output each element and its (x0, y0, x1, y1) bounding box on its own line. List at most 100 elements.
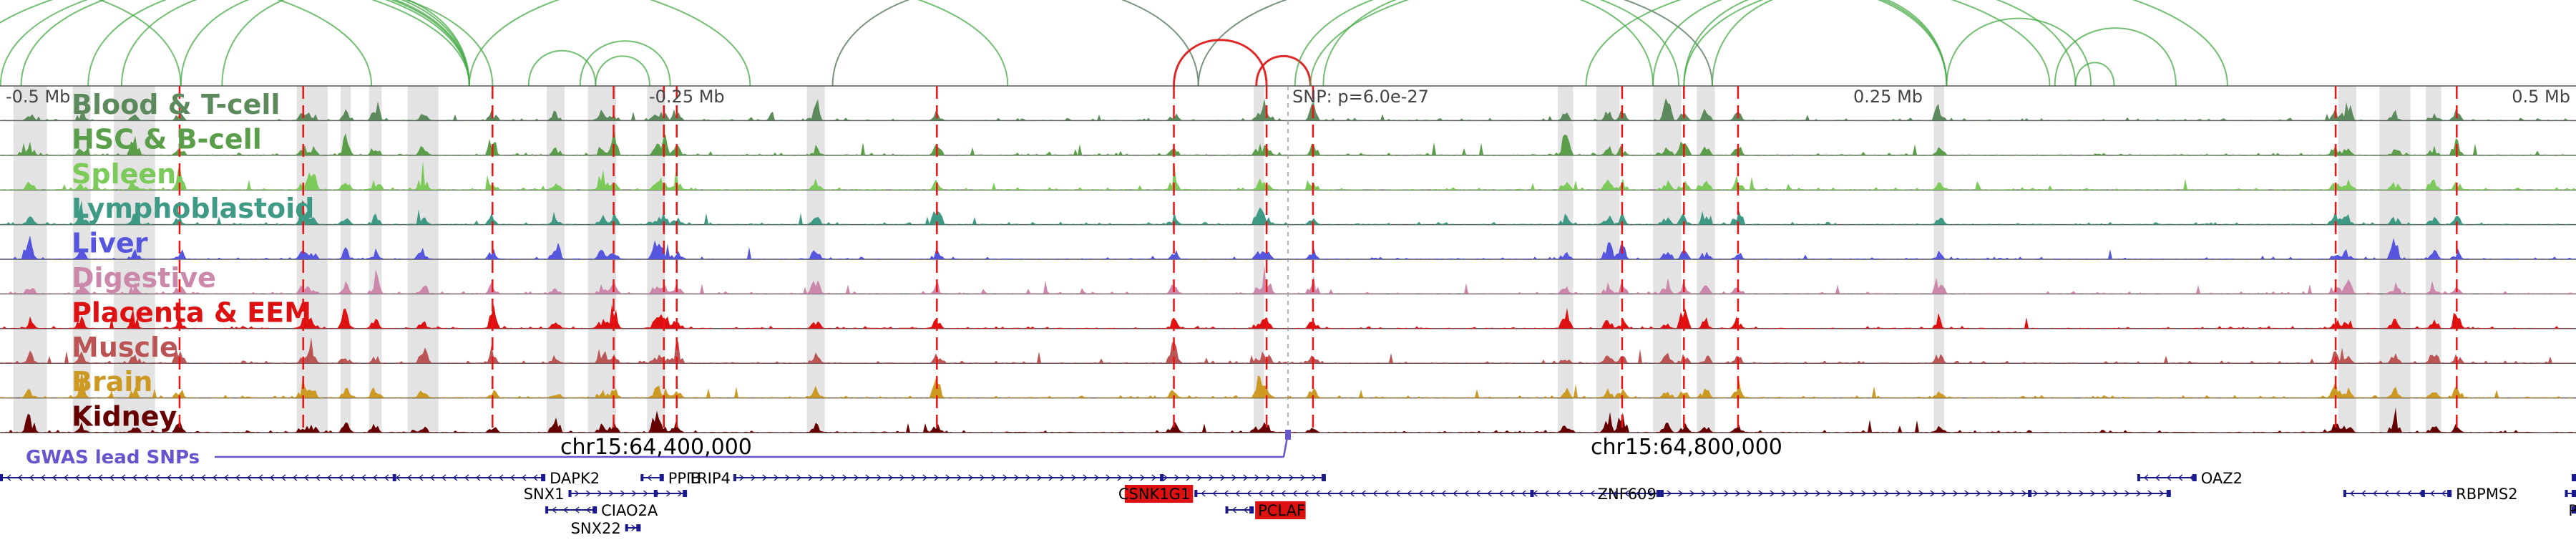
exon (2447, 490, 2452, 497)
track-label: Placenta & EEM (72, 296, 311, 328)
strand-arrow (819, 474, 825, 481)
strand-arrow (1304, 490, 1309, 497)
gene-dapk2[interactable]: DAPK2 (0, 470, 600, 487)
gene-ciao2a[interactable]: CIAO2A (545, 502, 658, 519)
strand-arrow (63, 474, 69, 481)
gene-csnk1g1[interactable]: CSNK1G1 (1118, 485, 1661, 503)
track-label: Brain (72, 366, 152, 397)
strand-arrow (223, 474, 229, 481)
gene-label: PPIB (668, 470, 701, 487)
strand-arrow (899, 474, 905, 481)
gene-oaz2[interactable]: OAZ2 (2137, 470, 2243, 487)
gene-label: OAZ2 (2201, 470, 2243, 487)
strand-arrow (1724, 490, 1729, 497)
strand-arrow (1689, 490, 1695, 497)
chromatin-loop (276, 0, 373, 87)
strand-arrow (1544, 490, 1549, 497)
gene-ac069368-1[interactable]: AC069368.1 (2572, 470, 2576, 487)
strand-arrow (1838, 490, 1844, 497)
exon (1194, 490, 1198, 497)
strand-arrow (1407, 490, 1412, 497)
strand-arrow (666, 490, 671, 497)
strand-arrow (464, 474, 469, 481)
strand-arrow (1025, 474, 1031, 481)
strand-arrow (86, 474, 92, 481)
chromatin-loop (1711, 0, 1948, 87)
strand-arrow (1071, 474, 1077, 481)
strand-arrow (429, 474, 435, 481)
strand-arrow (2361, 490, 2366, 497)
strand-arrow (1735, 490, 1741, 497)
gene-snx22[interactable]: SNX22 (571, 520, 641, 537)
strand-arrow (532, 474, 538, 481)
strand-arrow (280, 474, 286, 481)
gene-label: ZNF609 (1598, 486, 1657, 503)
track-7 (0, 304, 2576, 329)
signal-area (0, 235, 2576, 259)
strand-arrow (40, 474, 46, 481)
gene-label: CSNK1G1 (1118, 486, 1190, 503)
strand-arrow (2067, 490, 2073, 497)
strand-arrow (1873, 490, 1878, 497)
strand-arrow (1094, 474, 1100, 481)
strand-arrow (475, 474, 481, 481)
strand-arrow (1312, 474, 1317, 481)
track-5 (0, 235, 2576, 260)
gene-pclaf[interactable]: PCLAF (1225, 501, 1306, 519)
strand-arrow (326, 474, 332, 481)
exon (2192, 474, 2197, 481)
gene-snx1[interactable]: SNX1 (524, 486, 688, 503)
gene-ppib[interactable]: PPIB (640, 470, 701, 487)
strand-arrow (2044, 490, 2050, 497)
strand-arrow (132, 474, 137, 481)
gene-rbpms2[interactable]: RBPMS2 (2343, 486, 2518, 503)
strand-arrow (1953, 490, 1958, 497)
track-8 (0, 337, 2576, 364)
strand-arrow (1521, 490, 1526, 497)
chromatin-loop (98, 0, 182, 87)
strand-arrow (1212, 490, 1217, 497)
strand-arrow (2155, 474, 2160, 481)
gene-label: SNX1 (524, 486, 565, 503)
strand-arrow (1815, 490, 1821, 497)
gene-label: CIAO2A (601, 502, 658, 519)
chromatin-loop (1255, 54, 1312, 87)
chromatin-loop (1322, 0, 1654, 87)
strand-arrow (372, 474, 378, 481)
chromatin-loop (468, 0, 1009, 87)
strand-arrow (1804, 490, 1810, 497)
exon (2166, 490, 2171, 497)
exon (1249, 506, 1254, 514)
strand-arrow (6, 474, 11, 481)
chromatin-loop (831, 0, 1199, 87)
gene-label: DAPK2 (550, 470, 600, 487)
strand-arrow (831, 474, 836, 481)
strand-arrow (384, 474, 389, 481)
strand-arrow (509, 474, 515, 481)
strand-arrow (1266, 474, 1272, 481)
gwas-snp-marker (1285, 430, 1291, 440)
strand-arrow (911, 474, 917, 481)
strand-arrow (1747, 490, 1752, 497)
gene-znf609[interactable]: ZNF609 (1598, 486, 2171, 503)
strand-arrow (562, 506, 568, 514)
strand-arrow (1163, 474, 1169, 481)
chromatin-loop (1294, 0, 1680, 87)
strand-arrow (2010, 490, 2016, 497)
gene-trip4[interactable]: TRIP4 (687, 470, 1326, 487)
strand-arrow (1224, 490, 1229, 497)
strand-arrow (361, 474, 366, 481)
strand-arrow (1269, 490, 1274, 497)
gene-plekho2[interactable]: PLEKHO2 (2568, 502, 2576, 519)
strand-arrow (2113, 490, 2119, 497)
exon (2572, 490, 2576, 497)
track-10 (0, 408, 2576, 433)
gene-pif1[interactable]: PIF1 (2565, 486, 2576, 503)
track-9 (0, 370, 2576, 399)
strand-arrow (349, 474, 355, 481)
strand-arrow (74, 474, 80, 481)
strand-arrow (1083, 474, 1088, 481)
strand-arrow (200, 474, 206, 481)
interaction-loops (0, 0, 2228, 87)
